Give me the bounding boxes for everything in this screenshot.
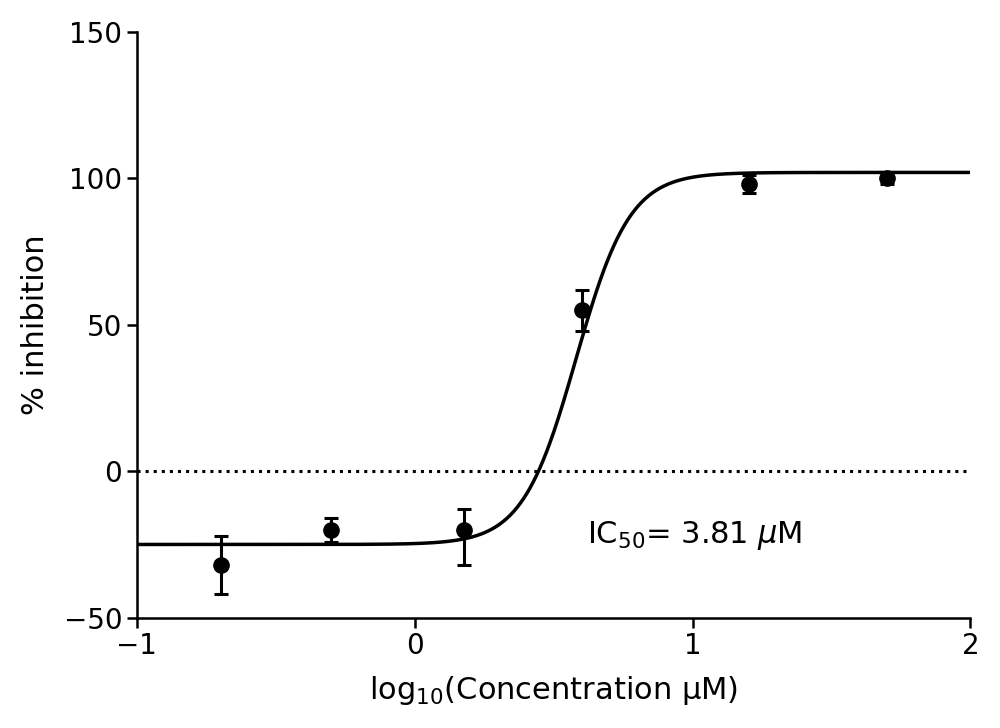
- Y-axis label: % inhibition: % inhibition: [21, 234, 50, 415]
- X-axis label: log$_{10}$(Concentration μM): log$_{10}$(Concentration μM): [369, 674, 738, 707]
- Text: IC$_{50}$= 3.81 $\mu$M: IC$_{50}$= 3.81 $\mu$M: [587, 519, 802, 552]
